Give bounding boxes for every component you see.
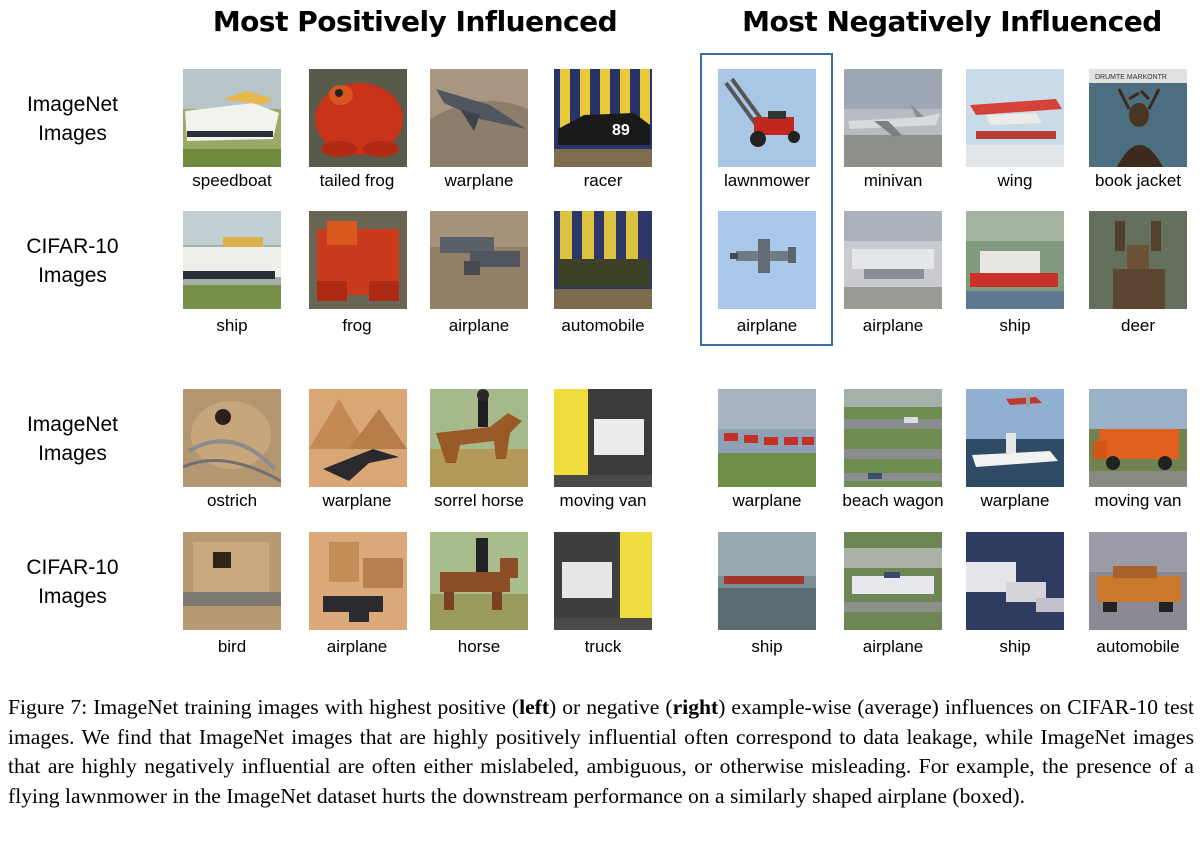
caption-ostrich: ostrich <box>206 491 258 510</box>
image-tailed-frog <box>309 69 407 167</box>
caption-warplane-3: warplane <box>732 491 802 510</box>
image-ship-4 <box>966 532 1064 630</box>
row-label-line: Images <box>38 264 107 287</box>
caption-ship-3: ship <box>751 637 783 656</box>
header-most-negatively-influenced: Most Negatively Influenced <box>742 5 1162 38</box>
caption-horse: horse <box>457 637 501 656</box>
svg-text:DRUMTE MARKONTR: DRUMTE MARKONTR <box>1095 74 1167 81</box>
caption-text: ) example-wise (average) influences on C… <box>8 695 1194 808</box>
row-label-line: Images <box>38 442 107 465</box>
figure-caption: Figure 7: ImageNet training images with … <box>8 693 1194 811</box>
caption-racer: racer <box>583 171 623 190</box>
caption-airplane-2: airplane <box>862 316 924 335</box>
row-label-line: ImageNet <box>26 93 119 116</box>
caption-bold-right: right <box>672 695 719 719</box>
caption-bird: bird <box>217 637 247 656</box>
image-warplane-3 <box>718 389 816 487</box>
caption-automobile-2: automobile <box>1096 637 1180 656</box>
caption-ship: ship <box>216 316 248 335</box>
image-truck <box>554 532 652 630</box>
image-warplane-4 <box>966 389 1064 487</box>
caption-airplane-boxed: airplane <box>736 316 798 335</box>
image-bird <box>183 532 281 630</box>
image-airplane-boxed <box>718 211 816 309</box>
image-ship-3 <box>718 532 816 630</box>
caption-text: Figure 7: ImageNet training images with … <box>8 695 520 719</box>
image-airplane-4 <box>844 532 942 630</box>
caption-wing: wing <box>997 171 1033 190</box>
caption-airplane-4: airplane <box>862 637 924 656</box>
caption-speedboat: speedboat <box>192 171 272 190</box>
svg-text:89: 89 <box>612 122 630 139</box>
caption-warplane: warplane <box>444 171 514 190</box>
row-label-line: ImageNet <box>26 413 119 436</box>
caption-lawnmower: lawnmower <box>724 171 810 190</box>
image-wing <box>966 69 1064 167</box>
caption-bold-left: left <box>519 695 550 719</box>
caption-tailed-frog: tailed frog <box>319 171 395 190</box>
row-label-line: CIFAR-10 <box>26 556 119 579</box>
image-airplane-2 <box>844 211 942 309</box>
caption-frog: frog <box>342 316 372 335</box>
image-frog <box>309 211 407 309</box>
image-racer: 89 <box>554 69 652 167</box>
caption-moving-van-2: moving van <box>1094 491 1182 510</box>
image-speedboat <box>183 69 281 167</box>
image-deer <box>1089 211 1187 309</box>
caption-deer: deer <box>1120 316 1156 335</box>
row-label-imagenet-1: ImageNet Images <box>0 90 145 148</box>
header-most-positively-influenced: Most Positively Influenced <box>212 5 618 38</box>
image-moving-van-2 <box>1089 389 1187 487</box>
caption-book-jacket: book jacket <box>1095 171 1181 190</box>
image-moving-van <box>554 389 652 487</box>
caption-airplane: airplane <box>448 316 510 335</box>
caption-beach-wagon: beach wagon <box>842 491 944 510</box>
row-label-line: Images <box>38 122 107 145</box>
image-lawnmower <box>718 69 816 167</box>
image-warplane <box>430 69 528 167</box>
image-book-jacket: DRUMTE MARKONTR <box>1089 69 1187 167</box>
caption-minivan: minivan <box>863 171 923 190</box>
image-sorrel-horse <box>430 389 528 487</box>
caption-truck: truck <box>584 637 622 656</box>
caption-airplane-3: airplane <box>326 637 388 656</box>
caption-ship-4: ship <box>999 637 1031 656</box>
image-automobile-2 <box>1089 532 1187 630</box>
image-minivan <box>844 69 942 167</box>
image-airplane <box>430 211 528 309</box>
image-airplane-3 <box>309 532 407 630</box>
image-ship <box>183 211 281 309</box>
caption-ship-2: ship <box>999 316 1031 335</box>
caption-warplane-4: warplane <box>980 491 1050 510</box>
image-beach-wagon <box>844 389 942 487</box>
image-horse <box>430 532 528 630</box>
caption-text: ) or negative ( <box>549 695 673 719</box>
boxed-example-highlight <box>700 53 833 346</box>
row-label-cifar-1: CIFAR-10 Images <box>0 232 145 290</box>
image-ostrich <box>183 389 281 487</box>
row-label-line: Images <box>38 585 107 608</box>
caption-warplane-2: warplane <box>322 491 392 510</box>
image-ship-2 <box>966 211 1064 309</box>
row-label-line: CIFAR-10 <box>26 235 119 258</box>
row-label-cifar-2: CIFAR-10 Images <box>0 553 145 611</box>
caption-sorrel-horse: sorrel horse <box>434 491 524 510</box>
image-automobile <box>554 211 652 309</box>
caption-automobile: automobile <box>561 316 645 335</box>
caption-moving-van: moving van <box>559 491 647 510</box>
row-label-imagenet-2: ImageNet Images <box>0 410 145 468</box>
image-warplane-2 <box>309 389 407 487</box>
